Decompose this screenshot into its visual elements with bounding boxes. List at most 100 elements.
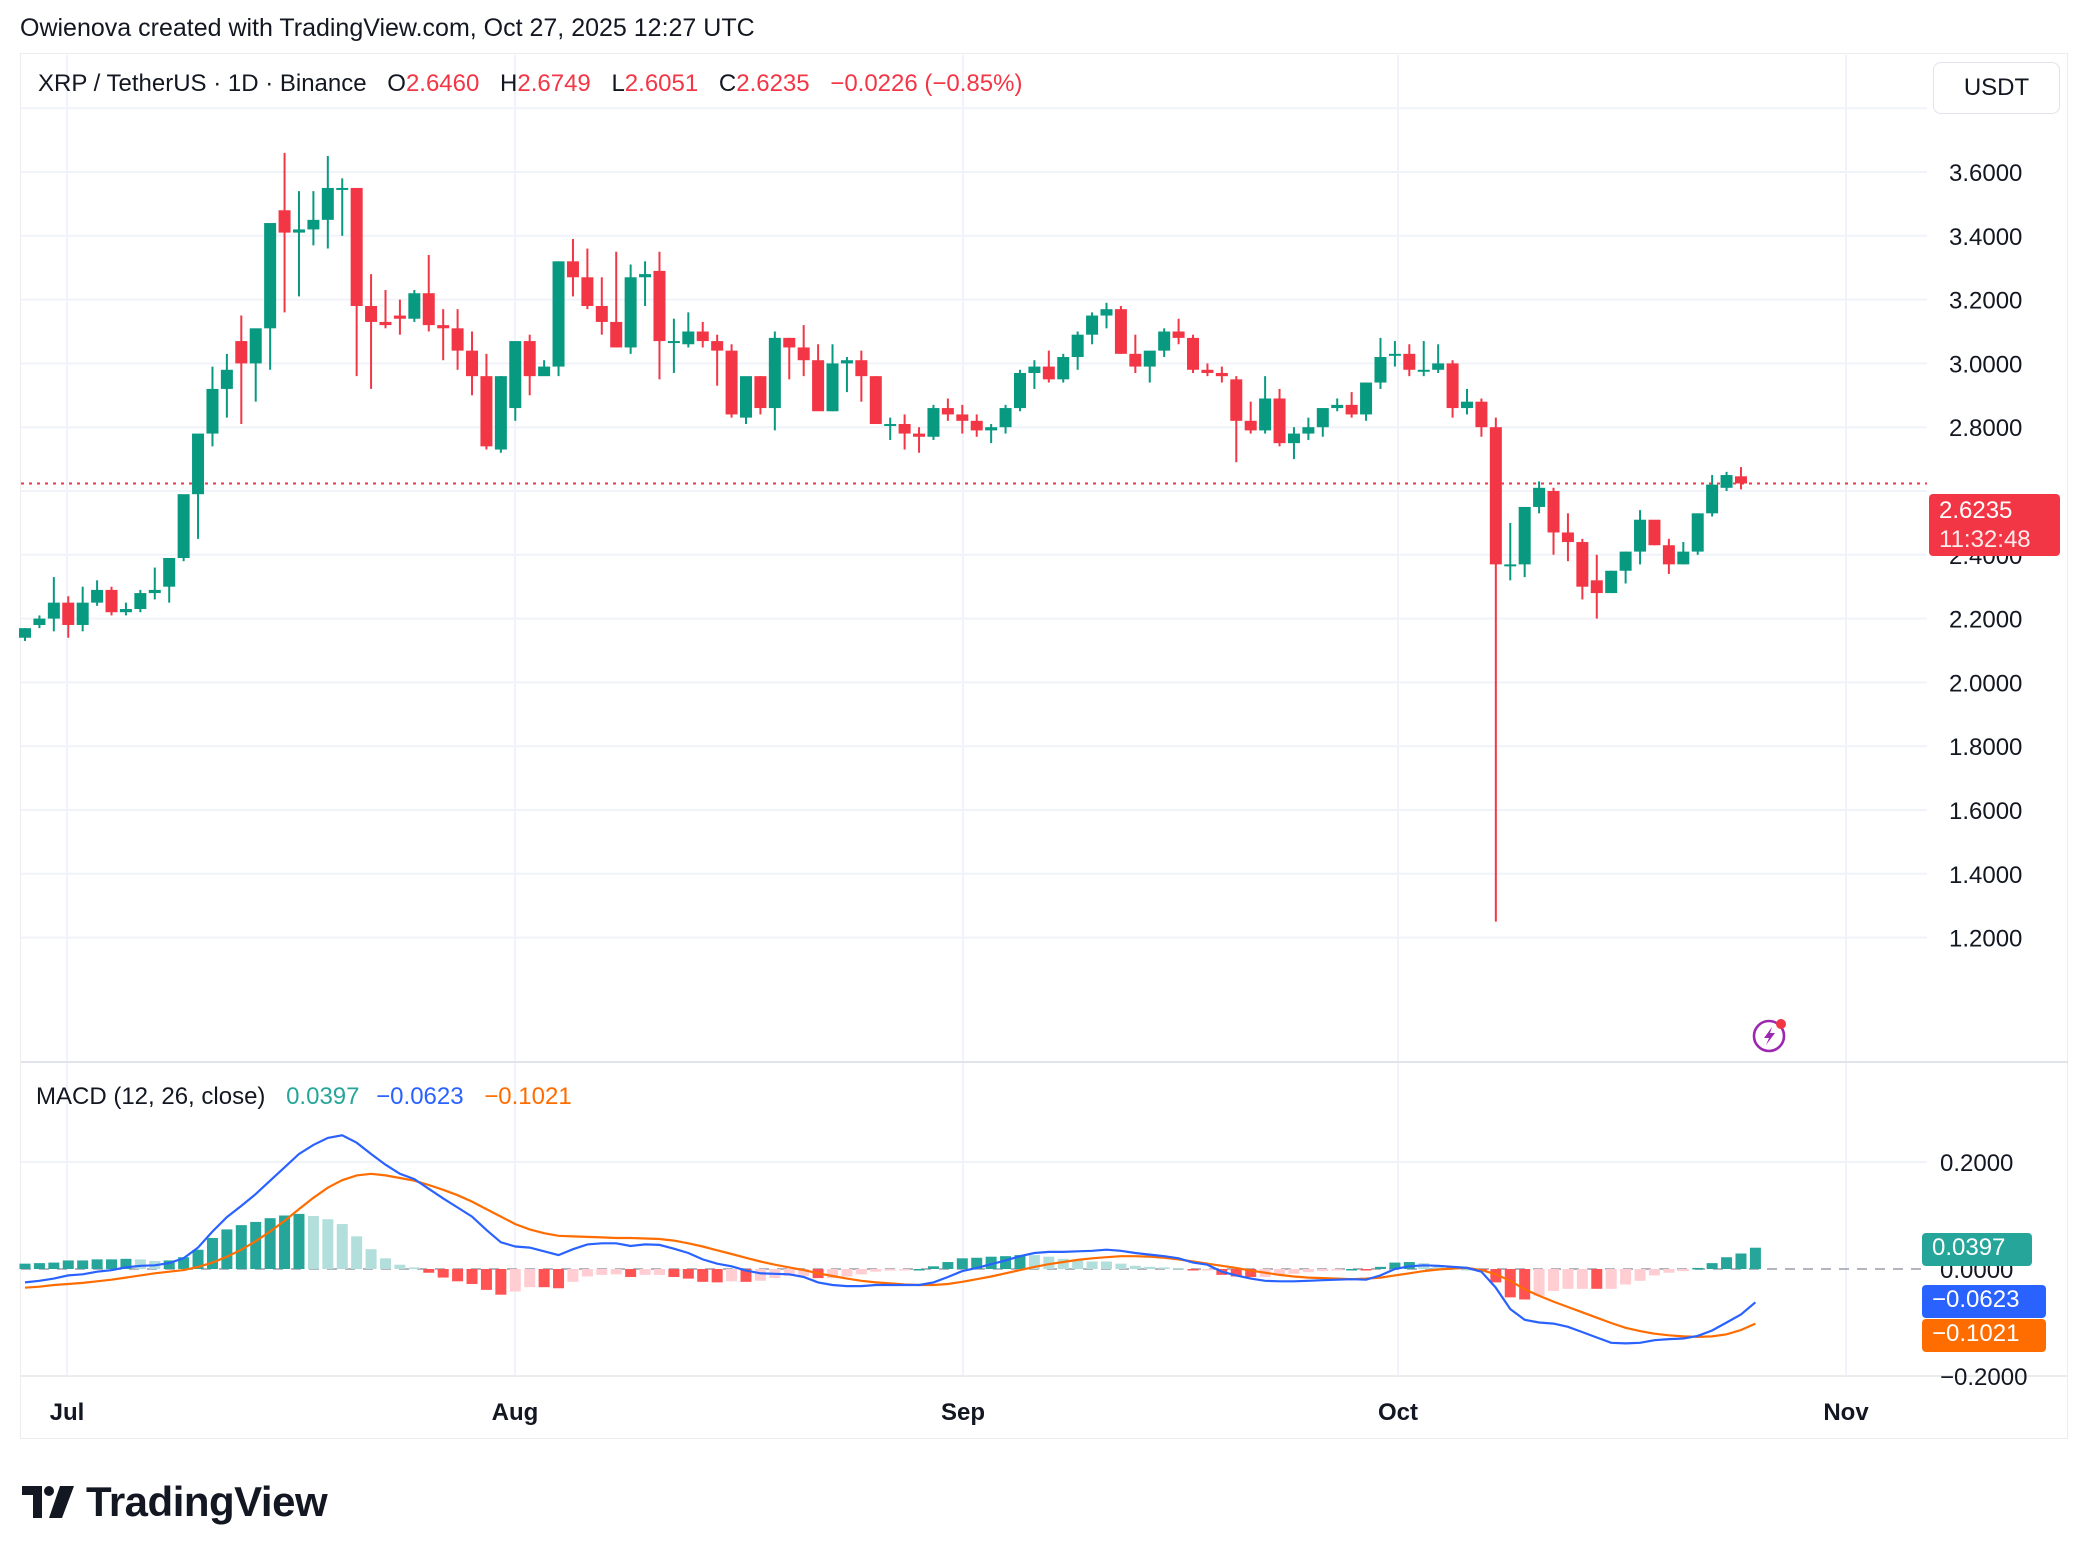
candle [19,628,31,641]
macd-signal-tag: −0.1021 [1922,1319,2046,1352]
macd-histogram-bar [1634,1269,1646,1281]
candle [1461,388,1473,415]
candle [451,309,464,370]
candle [119,602,132,616]
macd-histogram-bar [1144,1266,1156,1269]
time-axis-label: Nov [1823,1399,1869,1426]
candle [884,417,897,440]
macd-histogram-bar [423,1269,435,1273]
macd-histogram-bar [1288,1269,1300,1274]
candle [278,152,291,313]
candle [494,376,507,453]
macd-histogram-bar [653,1269,665,1275]
candle [812,344,825,412]
macd-histogram-bar [48,1262,60,1269]
macd-histogram-bar [1389,1262,1401,1269]
macd-histogram-bar [394,1264,406,1269]
chart-container[interactable] [20,53,2068,1439]
macd-histogram-bar [1187,1269,1199,1271]
macd-histogram-bar [682,1269,694,1279]
macd-histogram-bar [1620,1269,1632,1285]
macd-legend: MACD (12, 26, close) 0.0397 −0.0623 −0.1… [36,1083,572,1111]
macd-histogram-bar [538,1269,550,1288]
macd-histogram-bar [1548,1269,1560,1291]
macd-histogram-bar [567,1269,579,1282]
candle [985,424,998,444]
price-axis-label: 1.6000 [1949,798,2022,825]
candle [1230,376,1243,463]
candle [1605,570,1618,594]
candle [595,277,608,335]
candle [1215,366,1228,383]
candle [696,321,709,348]
macd-histogram-bar [1086,1261,1098,1269]
macd-histogram-bar [33,1263,45,1269]
macd-histogram-bar [726,1269,738,1282]
macd-histogram-bar [91,1259,103,1269]
macd-histogram-bar [596,1269,608,1275]
candle [1244,401,1257,434]
candle [1648,519,1661,546]
candle [148,567,161,600]
macd-histogram-bar [336,1224,348,1269]
change-value: −0.0226 (−0.85%) [830,70,1023,97]
macd-histogram-bar [163,1260,175,1269]
macd-histogram-bar [783,1269,795,1276]
tradingview-logo-icon [22,1486,74,1518]
candle [1518,506,1531,578]
candle [62,596,75,638]
candle [999,404,1012,434]
tradingview-logo[interactable]: TradingView [22,1478,328,1526]
candle [523,334,536,396]
macd-histogram-bar [264,1218,276,1269]
macd-histogram-bar [971,1257,983,1269]
macd-histogram-bar [1663,1269,1675,1273]
macd-histogram-bar [1000,1256,1012,1269]
time-axis-label: Jul [50,1399,85,1426]
macd-histogram-bar [106,1259,118,1269]
macd-histogram-bar [1331,1269,1343,1271]
candle [1662,538,1675,574]
lightning-alert-icon[interactable] [1750,1015,1790,1055]
macd-histogram-bar [927,1266,939,1269]
macd-histogram-bar [1230,1269,1242,1277]
macd-histogram-bar [307,1216,319,1269]
high-label: H [500,70,518,97]
macd-histogram-bar [697,1269,709,1282]
macd-histogram-bar [1576,1269,1588,1289]
macd-title[interactable]: MACD (12, 26, close) [36,1083,266,1110]
macd-histogram-bar [1028,1255,1040,1269]
macd-histogram-bar [841,1269,853,1277]
candle [1691,513,1704,555]
macd-histogram-bar [524,1269,536,1288]
candle [47,577,60,632]
symbol-title[interactable]: XRP / TetherUS · 1D · Binance [38,70,367,97]
macd-histogram-bar [1043,1256,1055,1269]
macd-histogram-bar [639,1269,651,1275]
tradingview-logo-text: TradingView [86,1478,328,1525]
candle [1201,363,1214,377]
price-axis-label: 1.8000 [1949,734,2022,761]
low-value: 2.6051 [624,70,699,97]
macd-histogram-bar [625,1269,637,1278]
candle [1533,481,1546,514]
time-axis-label: Sep [941,1399,985,1426]
candle [1302,417,1315,440]
macd-histogram-bar [1648,1269,1660,1276]
candle [1590,554,1603,619]
macd-histogram-bar [62,1260,74,1269]
price-axis-label: 1.4000 [1949,862,2022,889]
candle [826,344,839,412]
candle [898,414,911,450]
macd-histogram-bar [365,1249,377,1269]
macd-histogram-bar [480,1269,492,1290]
candle [1158,328,1171,358]
macd-axis-label: −0.2000 [1940,1364,2027,1391]
macd-line-tag: −0.0623 [1922,1285,2046,1318]
symbol-legend: XRP / TetherUS · 1D · Binance O2.6460 H2… [38,70,1022,98]
candle [927,404,940,440]
candle [970,414,983,437]
candle [797,325,810,377]
currency-button[interactable]: USDT [1933,62,2060,114]
